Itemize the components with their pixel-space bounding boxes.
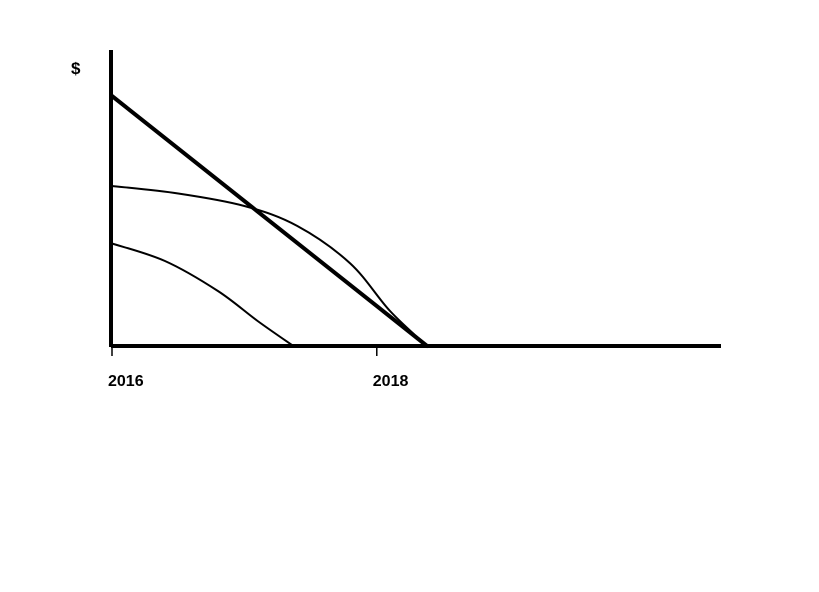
x-ticks: 2016 2018 — [108, 346, 408, 390]
series-line-2 — [111, 185, 429, 347]
x-tick-label-2018: 2018 — [373, 373, 409, 390]
y-axis-label: $ — [71, 59, 81, 78]
x-tick-label-2016: 2016 — [108, 373, 144, 390]
series-line-1 — [110, 94, 430, 348]
series-layer — [110, 94, 430, 348]
series-line-3 — [111, 242, 295, 347]
axes — [109, 50, 721, 348]
